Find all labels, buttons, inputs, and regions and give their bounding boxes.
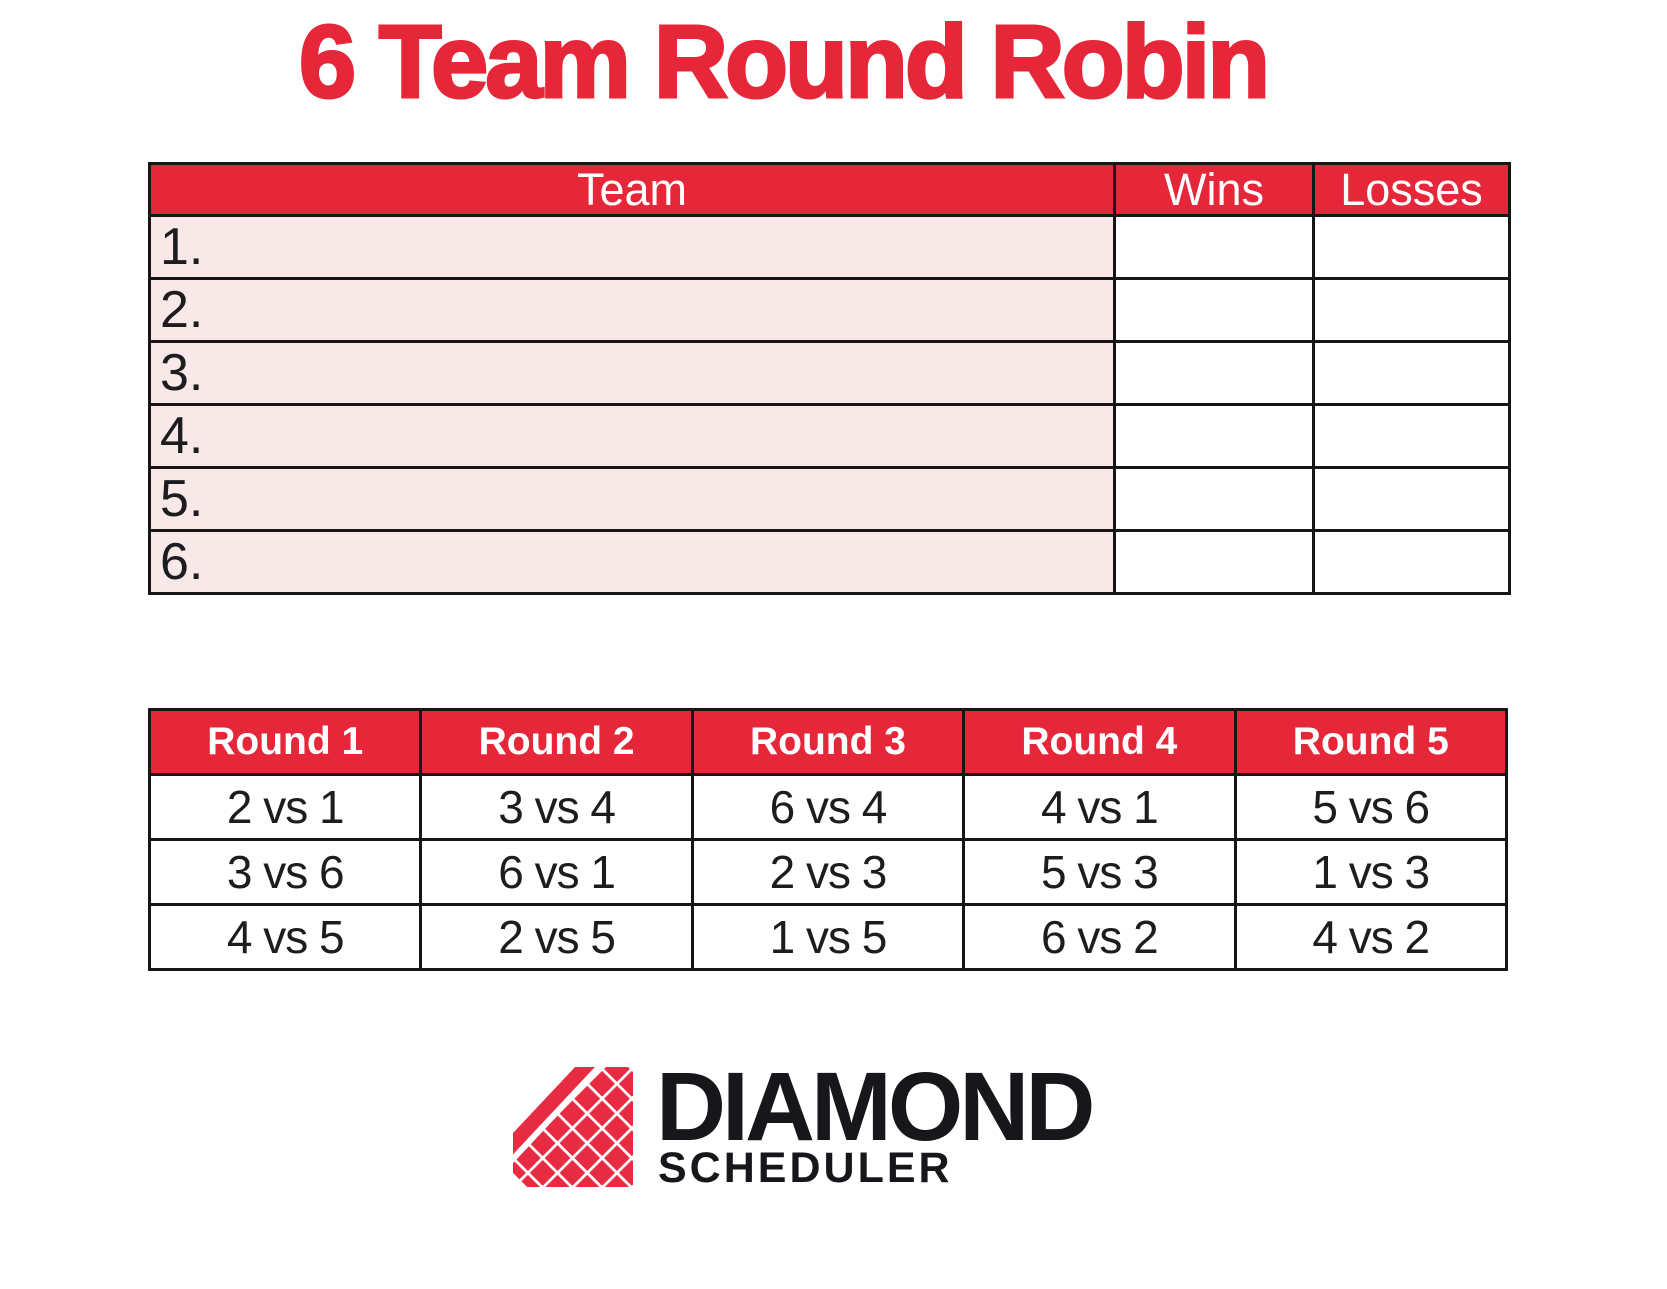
matchup-cell: 2 vs 5 (419, 903, 694, 971)
standings-header-row: Team Wins Losses (148, 162, 1511, 217)
standings-header-team: Team (148, 162, 1116, 217)
diamond-lattice-icon (513, 1067, 633, 1187)
matchup-cell: 5 vs 3 (962, 838, 1237, 906)
logo-wordmark: DIAMOND (656, 1052, 1095, 1161)
team-row: 4. (148, 403, 1511, 469)
wins-cell (1113, 340, 1315, 406)
matchup-cell: 6 vs 2 (962, 903, 1237, 971)
team-row: 6. (148, 529, 1511, 595)
team-row: 3. (148, 340, 1511, 406)
matchup-cell: 4 vs 1 (962, 773, 1237, 841)
matchup-cell: 3 vs 4 (419, 773, 694, 841)
matchup-cell: 2 vs 3 (690, 838, 966, 906)
wins-cell (1113, 214, 1315, 280)
matchup-cell: 6 vs 4 (690, 773, 966, 841)
team-row: 5. (148, 466, 1511, 532)
diamond-scheduler-logo: DIAMOND SCHEDULER (513, 1052, 1153, 1193)
round-3-header: Round 3 (690, 708, 966, 776)
team-row: 2. (148, 277, 1511, 343)
matchup-cell: 5 vs 6 (1233, 773, 1509, 841)
losses-cell (1312, 403, 1511, 469)
round-4-header: Round 4 (962, 708, 1237, 776)
matchup-cell: 3 vs 6 (147, 838, 423, 906)
matchup-cell: 6 vs 1 (419, 838, 694, 906)
losses-cell (1312, 277, 1511, 343)
losses-cell (1312, 529, 1511, 595)
matchup-cell: 4 vs 5 (147, 903, 423, 971)
standings-header-losses: Losses (1312, 162, 1511, 217)
losses-cell (1312, 214, 1511, 280)
losses-cell (1312, 466, 1511, 532)
team-label-cell: 3. (148, 340, 1116, 406)
matchup-cell: 1 vs 3 (1233, 838, 1509, 906)
team-label-cell: 1. (148, 214, 1116, 280)
matchup-cell: 2 vs 1 (147, 773, 423, 841)
rounds-header-row: Round 1 Round 2 Round 3 Round 4 Round 5 (147, 708, 1509, 776)
standings-header-wins: Wins (1113, 162, 1315, 217)
round-1-header: Round 1 (147, 708, 423, 776)
round-5-header: Round 5 (1233, 708, 1509, 776)
team-row: 1. (148, 214, 1511, 280)
team-label-cell: 2. (148, 277, 1116, 343)
page-title: 6 Team Round Robin (297, 4, 1271, 119)
team-label-cell: 4. (148, 403, 1116, 469)
wins-cell (1113, 529, 1315, 595)
standings-table: Team Wins Losses 1. 2. 3. 4. 5. 6. (148, 162, 1511, 595)
logo-sub-wordmark: SCHEDULER (658, 1144, 953, 1192)
wins-cell (1113, 277, 1315, 343)
matchup-cell: 1 vs 5 (690, 903, 966, 971)
matchup-cell: 4 vs 2 (1233, 903, 1509, 971)
wins-cell (1113, 466, 1315, 532)
losses-cell (1312, 340, 1511, 406)
team-label-cell: 6. (148, 529, 1116, 595)
rounds-table: Round 1 Round 2 Round 3 Round 4 Round 5 2 vs… (147, 708, 1509, 971)
team-label-cell: 5. (148, 466, 1116, 532)
wins-cell (1113, 403, 1315, 469)
round-2-header: Round 2 (419, 708, 694, 776)
